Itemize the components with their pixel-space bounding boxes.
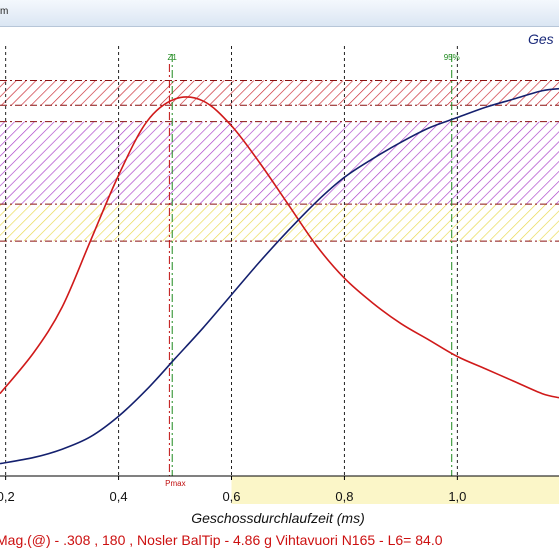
x-tick-label-2: 0,6: [222, 489, 240, 504]
window-titlebar: m: [0, 0, 559, 27]
ballistics-chart: Z1 95% Pmax 0,2 0,4 0,6 0,8 1,0 Ges Geschossdu…: [0, 31, 559, 548]
x-tick-label-1: 0,4: [110, 489, 128, 504]
band-0: [0, 80, 559, 106]
pressure-bands: [0, 79, 559, 504]
series-line-0: [0, 96, 559, 399]
marker-label-1: 95%: [444, 53, 460, 62]
grid-lines: [5, 46, 458, 476]
pmax-label: Pmax: [165, 479, 185, 488]
chart-title: Ges: [528, 31, 554, 47]
window-title: m: [0, 6, 9, 17]
footer-load-info: Mag.(@) - .308 , 180 , Nosler BalTip - 4…: [0, 532, 443, 548]
x-tick-label-3: 0,8: [335, 489, 353, 504]
x-axis-label: Geschossdurchlaufzeit (ms): [191, 510, 365, 526]
band-2: [0, 204, 559, 242]
axis-highlight: [231, 476, 559, 504]
x-tick-label-0: 0,2: [0, 489, 15, 504]
vertical-markers: Z1 95% Pmax: [165, 53, 460, 488]
series-line-1: [0, 87, 559, 465]
marker-label-0: Z1: [168, 53, 178, 62]
x-axis: 0,2 0,4 0,6 0,8 1,0: [0, 475, 559, 504]
x-tick-label-4: 1,0: [448, 489, 466, 504]
curves: [0, 87, 559, 465]
